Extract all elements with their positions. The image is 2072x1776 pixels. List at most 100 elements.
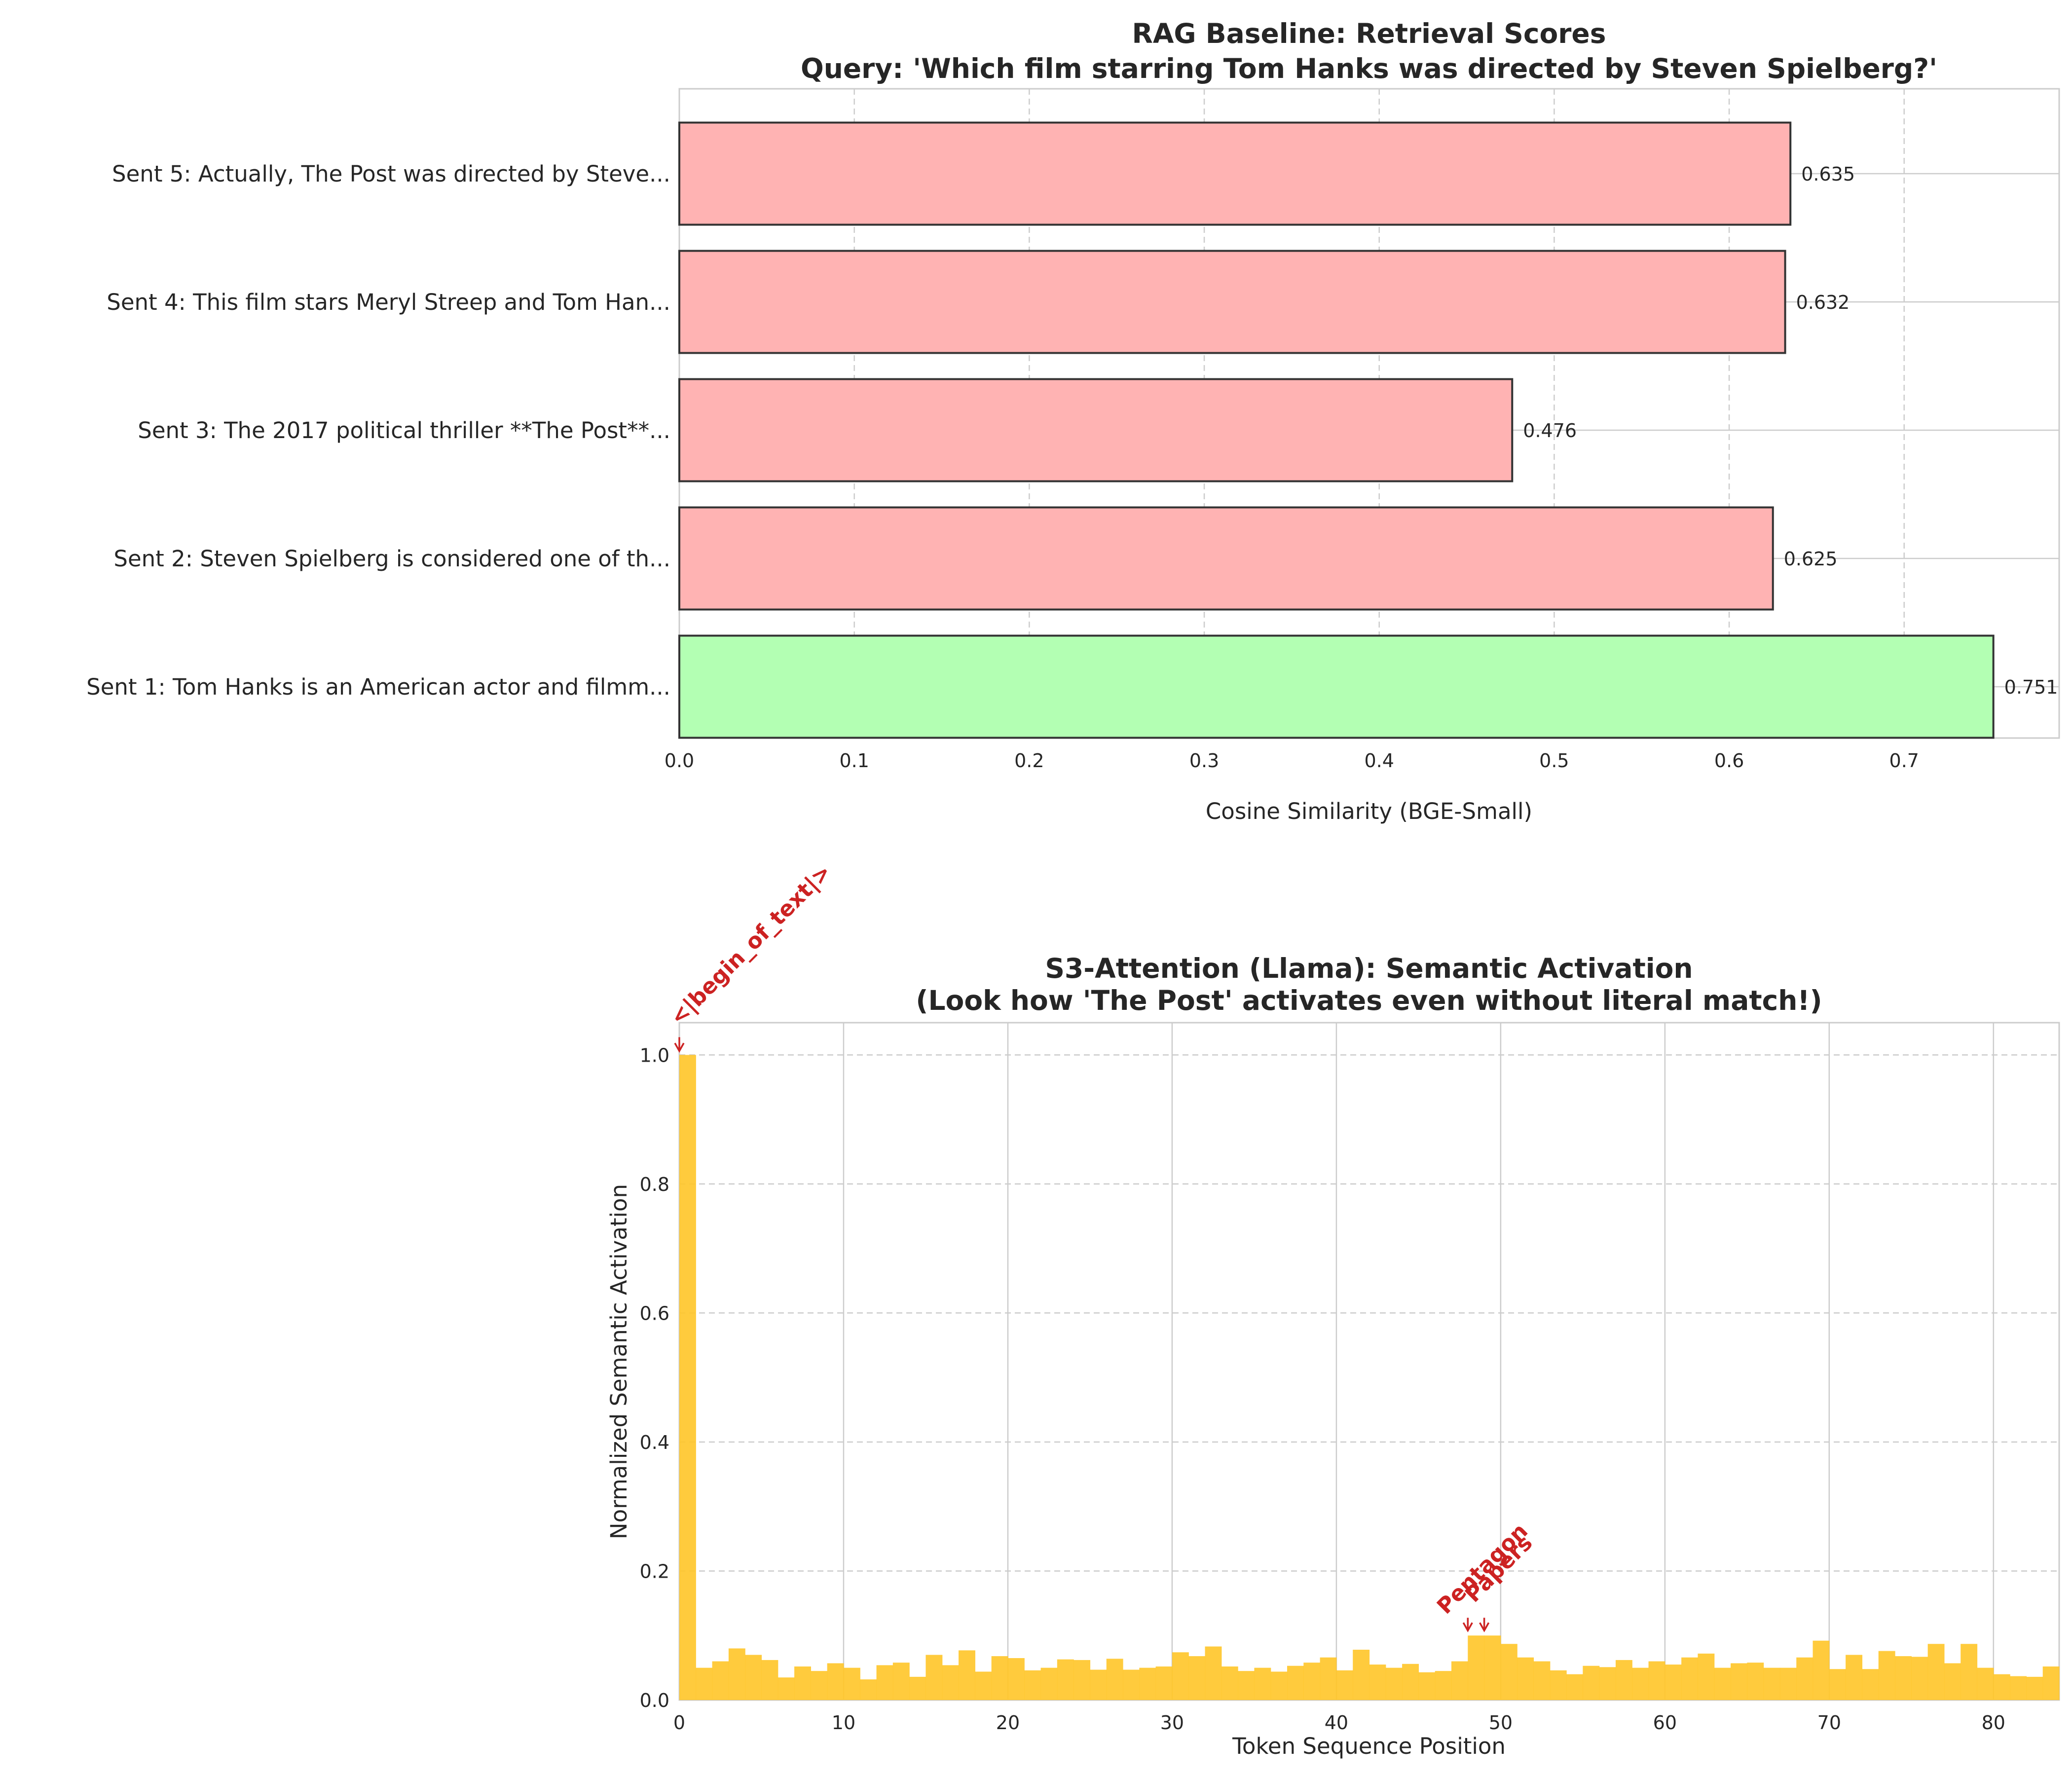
- c2-y-axis-label: Normalized Semantic Activation: [606, 1184, 632, 1539]
- c2-bar: [991, 1656, 1008, 1700]
- c2-bar: [1731, 1663, 1747, 1700]
- c2-bar: [1188, 1656, 1206, 1700]
- c2-bar: [728, 1648, 745, 1700]
- c2-bar: [1057, 1659, 1074, 1700]
- c2-bar: [1106, 1659, 1123, 1700]
- c1-bar: [678, 506, 1774, 611]
- retrieval-scores-chart: RAG Baseline: Retrieval Scores Query: 'W…: [86, 18, 2060, 824]
- c2-bar: [1369, 1665, 1386, 1700]
- c2-bar: [1007, 1658, 1025, 1700]
- c2-bar: [1698, 1653, 1715, 1700]
- c2-bar: [1418, 1672, 1436, 1700]
- c2-y-tick-label: 0.4: [640, 1432, 669, 1453]
- c1-x-tick-label: 0.2: [1014, 750, 1044, 772]
- c2-x-axis-label: Token Sequence Position: [1232, 1733, 1506, 1759]
- c2-bar: [1846, 1655, 1863, 1700]
- c2-bar: [1500, 1644, 1517, 1700]
- c2-bar: [1517, 1657, 1534, 1700]
- c2-bar: [909, 1676, 926, 1700]
- c2-bar: [1599, 1667, 1616, 1700]
- c2-title: S3-Attention (Llama): Semantic Activatio…: [1045, 953, 1693, 984]
- c2-bar: [1435, 1671, 1452, 1700]
- c2-x-tick-label: 20: [996, 1712, 1020, 1734]
- c2-x-tick-label: 60: [1653, 1712, 1677, 1734]
- c2-bar: [761, 1660, 778, 1700]
- c1-title: RAG Baseline: Retrieval Scores: [1132, 18, 1606, 49]
- c2-bar: [1533, 1661, 1551, 1700]
- c2-bar: [1583, 1665, 1600, 1700]
- c2-bar: [1993, 1674, 2010, 1700]
- c2-bar: [1303, 1663, 1321, 1700]
- c1-x-tick-label: 0.0: [665, 750, 694, 772]
- c2-bar: [925, 1655, 943, 1700]
- c2-bar: [679, 1055, 696, 1700]
- c1-bar: [678, 250, 1786, 354]
- c2-bar: [1238, 1671, 1255, 1700]
- c2-bar: [2010, 1676, 2027, 1700]
- c2-x-tick-label: 0: [673, 1712, 685, 1734]
- c2-bar: [1155, 1666, 1173, 1700]
- c2-bar: [1944, 1663, 1961, 1700]
- c2-bar: [1927, 1644, 1945, 1700]
- c2-bar: [1681, 1657, 1699, 1700]
- c2-bar: [811, 1671, 828, 1700]
- c2-x-tick-label: 80: [1982, 1712, 2005, 1734]
- c2-bar: [1040, 1667, 1058, 1700]
- c2-bar: [1287, 1665, 1304, 1700]
- c2-bar: [1895, 1656, 1912, 1700]
- annotation-arrow: [1479, 1622, 1490, 1632]
- c1-x-tick-label: 0.3: [1189, 750, 1219, 772]
- c2-bar: [827, 1663, 844, 1700]
- c2-bar: [1484, 1635, 1501, 1700]
- c2-bar: [860, 1679, 877, 1700]
- c2-bar: [1385, 1667, 1403, 1700]
- c1-x-tick-label: 0.1: [839, 750, 869, 772]
- c2-y-tick-label: 0.0: [640, 1690, 669, 1711]
- c2-bar: [1336, 1670, 1353, 1700]
- c2-bar: [794, 1666, 811, 1700]
- c2-bar: [745, 1655, 762, 1700]
- c2-bar: [1961, 1644, 1978, 1700]
- c1-bar: [678, 121, 1792, 226]
- annotation-begin-of-text: <|begin_of_text|>: [666, 859, 836, 1030]
- c2-bar: [1911, 1657, 1928, 1700]
- c1-x-tick-label: 0.6: [1714, 750, 1744, 772]
- c2-bar: [1205, 1646, 1222, 1700]
- c2-subtitle: (Look how 'The Post' activates even with…: [916, 985, 1822, 1016]
- c2-x-tick-label: 50: [1489, 1712, 1513, 1734]
- c1-category-label: Sent 3: The 2017 political thriller **Th…: [138, 417, 670, 444]
- c2-y-tick-label: 0.8: [640, 1174, 669, 1195]
- c1-value-label: 0.476: [1523, 420, 1577, 442]
- c2-bar: [1320, 1657, 1337, 1700]
- c2-bar: [942, 1665, 959, 1700]
- c1-x-axis-label: Cosine Similarity (BGE-Small): [1206, 798, 1532, 824]
- c2-bar: [1977, 1667, 1994, 1700]
- c2-plot-area: [678, 1022, 2060, 1701]
- annotation-arrow: [674, 1042, 685, 1053]
- c1-value-label: 0.625: [1784, 548, 1838, 570]
- c2-bar: [959, 1650, 975, 1700]
- c2-bar: [1254, 1667, 1271, 1700]
- c2-bar: [1451, 1661, 1468, 1700]
- c1-value-label: 0.635: [1801, 163, 1855, 185]
- c1-x-tick-label: 0.4: [1364, 750, 1394, 772]
- c2-bar: [1270, 1671, 1288, 1700]
- c1-category-label: Sent 1: Tom Hanks is an American actor a…: [86, 674, 670, 700]
- c1-category-label: Sent 5: Actually, The Post was directed …: [112, 161, 670, 187]
- c2-y-tick-label: 0.6: [640, 1302, 669, 1324]
- c1-value-label: 0.632: [1796, 292, 1850, 313]
- c2-bar: [1829, 1669, 1846, 1700]
- c2-bar: [1862, 1669, 1879, 1700]
- c1-bar: [678, 634, 1995, 739]
- c2-bar: [1090, 1669, 1107, 1700]
- c2-y-tick-label: 1.0: [640, 1044, 669, 1066]
- c2-bar: [1714, 1667, 1731, 1700]
- c1-x-tick-label: 0.5: [1539, 750, 1569, 772]
- c2-y-tick-label: 0.2: [640, 1560, 669, 1582]
- c1-x-tick-label: 0.7: [1889, 750, 1919, 772]
- c2-bar: [843, 1667, 860, 1700]
- c2-bar: [1550, 1670, 1567, 1700]
- c2-bar: [1468, 1635, 1485, 1700]
- c2-bar: [1402, 1664, 1419, 1700]
- c2-bar: [712, 1661, 729, 1700]
